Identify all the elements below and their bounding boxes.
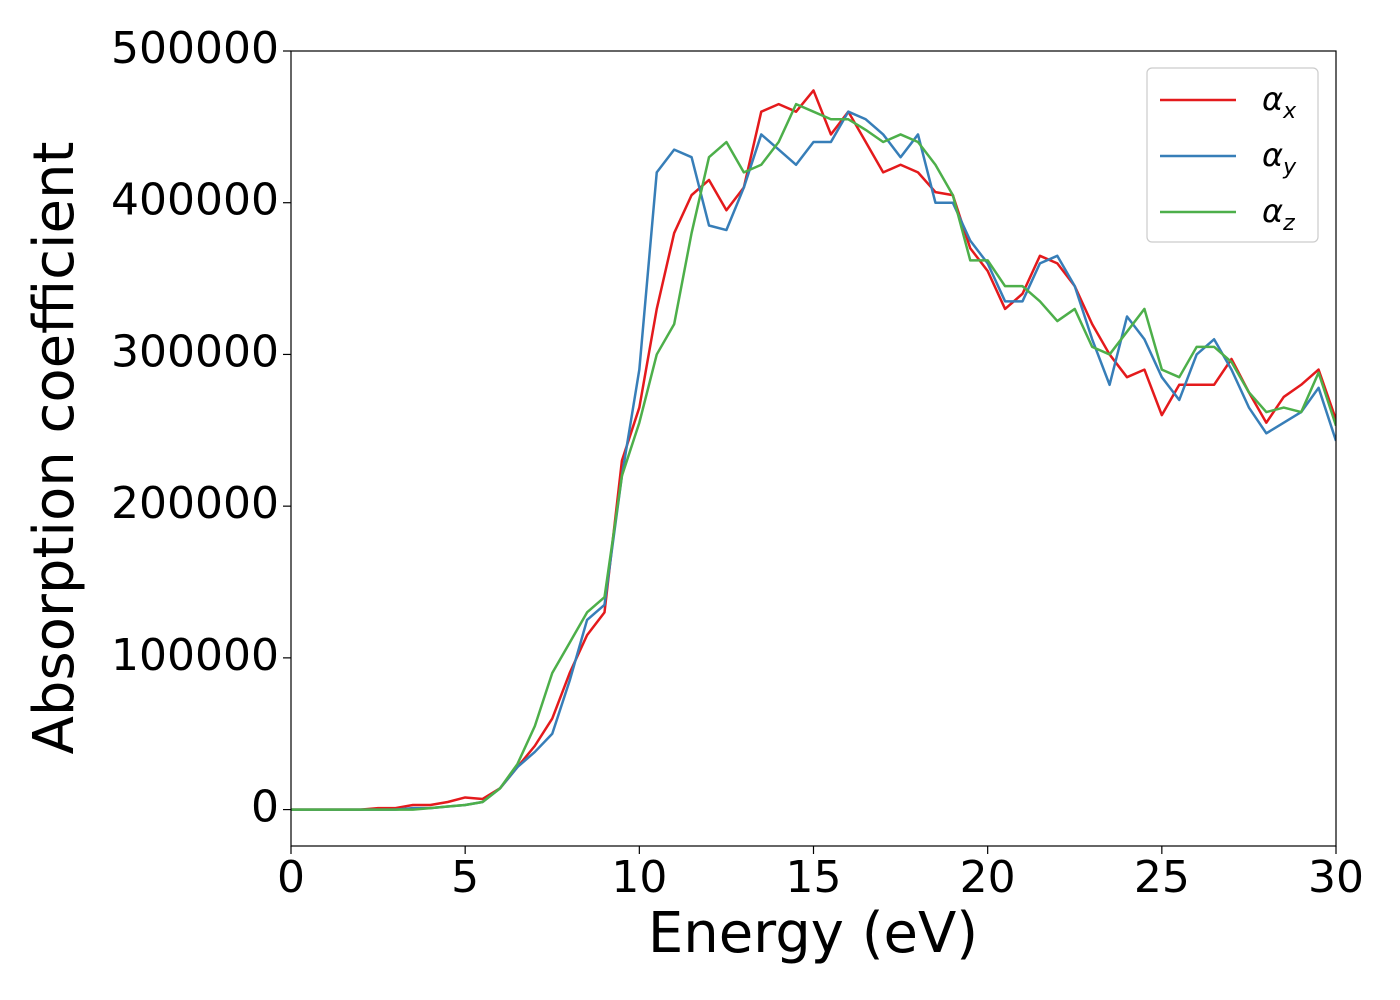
x-tick-label: 25: [1134, 852, 1190, 903]
legend-label: αy: [1262, 136, 1297, 180]
y-tick-label: 300000: [111, 326, 279, 377]
legend-label: αx: [1262, 80, 1297, 124]
y-tick-label: 100000: [111, 630, 279, 681]
y-tick-label: 400000: [111, 175, 279, 226]
data-line: [291, 89, 1336, 811]
y-tick-label: 0: [251, 782, 279, 833]
x-tick-label: 15: [786, 852, 842, 903]
x-axis-label: Energy (eV): [648, 901, 978, 966]
x-tick-label: 30: [1308, 852, 1364, 903]
y-tick-label: 200000: [111, 478, 279, 529]
y-tick-label: 500000: [111, 23, 279, 74]
x-tick-label: 5: [451, 852, 479, 903]
plot-lines: [291, 89, 1336, 811]
legend-label: αz: [1262, 192, 1295, 236]
data-line: [291, 102, 1336, 811]
x-tick-label: 20: [960, 852, 1016, 903]
legend: αx αy αz: [1146, 67, 1319, 243]
y-axis-label: Absorption coefficient: [22, 142, 87, 755]
x-tick-label: 0: [277, 852, 305, 903]
x-tick-label: 10: [611, 852, 667, 903]
